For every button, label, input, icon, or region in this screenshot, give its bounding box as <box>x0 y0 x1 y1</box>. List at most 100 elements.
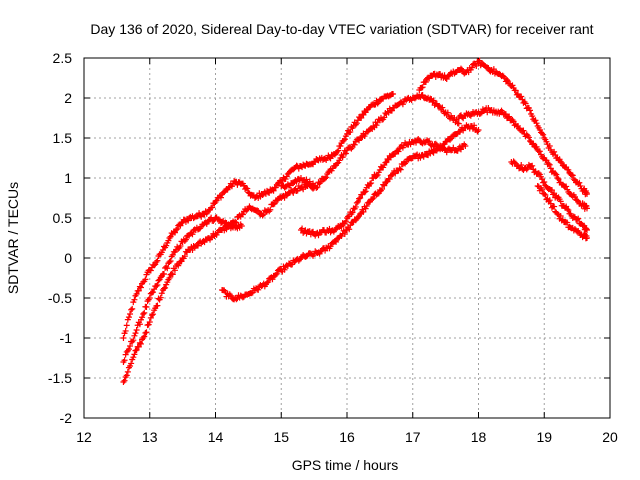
data-point <box>475 127 482 133</box>
data-point <box>476 57 483 64</box>
data-point <box>557 212 564 219</box>
data-point <box>337 143 344 149</box>
data-point <box>264 279 271 286</box>
data-point <box>147 314 154 321</box>
data-point <box>392 170 399 177</box>
data-point <box>131 332 138 339</box>
y-tick-label: 0 <box>64 250 72 266</box>
data-point <box>160 285 167 292</box>
data-point <box>238 223 245 229</box>
data-point <box>545 160 552 167</box>
data-point <box>523 166 530 173</box>
data-point <box>352 203 359 210</box>
data-point <box>565 166 572 173</box>
data-point <box>571 193 578 200</box>
data-point <box>267 206 274 213</box>
data-point <box>353 199 360 206</box>
series-track-a <box>120 90 397 341</box>
data-point <box>525 134 532 141</box>
data-point <box>334 160 341 167</box>
data-point <box>166 259 173 265</box>
data-point <box>120 379 127 385</box>
data-point <box>540 131 547 138</box>
data-point <box>265 279 272 285</box>
data-point <box>357 211 364 217</box>
data-point <box>317 179 324 185</box>
y-tick-label: -0.5 <box>48 290 72 306</box>
data-point <box>171 267 178 274</box>
series-track-j <box>534 183 590 242</box>
data-point <box>232 219 239 225</box>
data-point <box>281 266 288 273</box>
y-tick-labels: -2 -1.5 -1 -0.5 0 0.5 1 1.5 2 2.5 <box>48 50 72 426</box>
data-point <box>273 270 280 277</box>
data-point <box>367 180 374 187</box>
data-point <box>158 290 165 297</box>
data-point <box>162 284 169 291</box>
data-point <box>209 204 216 211</box>
data-point <box>574 216 581 223</box>
data-point <box>270 201 277 208</box>
data-point <box>563 183 570 190</box>
data-point <box>189 231 196 238</box>
data-point <box>543 157 550 164</box>
data-point <box>357 195 364 201</box>
series-track-g <box>416 57 590 198</box>
data-point <box>133 291 140 297</box>
data-point <box>554 175 561 181</box>
data-point <box>462 143 469 149</box>
data-point <box>527 107 534 114</box>
data-point <box>340 137 347 144</box>
data-point <box>443 76 450 83</box>
data-point <box>259 191 266 198</box>
data-point <box>541 179 548 185</box>
data-point <box>511 159 518 166</box>
x-tick-labels: 12 13 14 15 16 17 18 19 20 <box>76 429 618 445</box>
data-point <box>177 242 184 249</box>
data-point <box>552 170 559 177</box>
data-point <box>137 340 144 347</box>
data-point <box>223 226 230 233</box>
data-point <box>399 101 406 108</box>
data-point <box>397 166 404 173</box>
series-track-c <box>120 221 245 385</box>
data-point <box>142 329 149 336</box>
data-point <box>132 330 139 337</box>
series-track-b <box>120 91 462 365</box>
data-point <box>174 225 181 232</box>
data-point <box>444 109 451 116</box>
data-point <box>143 303 150 310</box>
data-point <box>583 227 590 233</box>
data-point <box>128 306 135 313</box>
data-point <box>534 183 541 189</box>
data-point <box>422 79 429 85</box>
data-point <box>341 136 348 143</box>
data-point <box>140 311 147 317</box>
data-point <box>143 329 150 336</box>
data-point <box>390 91 397 97</box>
data-point <box>153 283 160 289</box>
data-point <box>569 172 576 179</box>
data-point <box>373 122 380 129</box>
data-point <box>447 136 454 143</box>
data-point <box>368 180 375 187</box>
data-point <box>554 211 561 217</box>
data-point <box>311 183 318 189</box>
data-point <box>151 262 158 269</box>
data-point <box>123 372 130 379</box>
data-point <box>157 294 164 301</box>
data-point <box>325 169 332 176</box>
data-point <box>457 146 464 153</box>
data-point <box>120 335 127 341</box>
data-point <box>551 148 558 155</box>
data-point <box>127 311 134 317</box>
y-axis-title: SDTVAR / TECUs <box>5 182 21 294</box>
data-point <box>181 237 188 244</box>
data-point <box>381 182 388 189</box>
data-point <box>382 159 389 166</box>
data-point <box>145 321 152 328</box>
data-point <box>575 215 582 222</box>
data-point <box>359 111 366 118</box>
data-point <box>551 203 558 210</box>
